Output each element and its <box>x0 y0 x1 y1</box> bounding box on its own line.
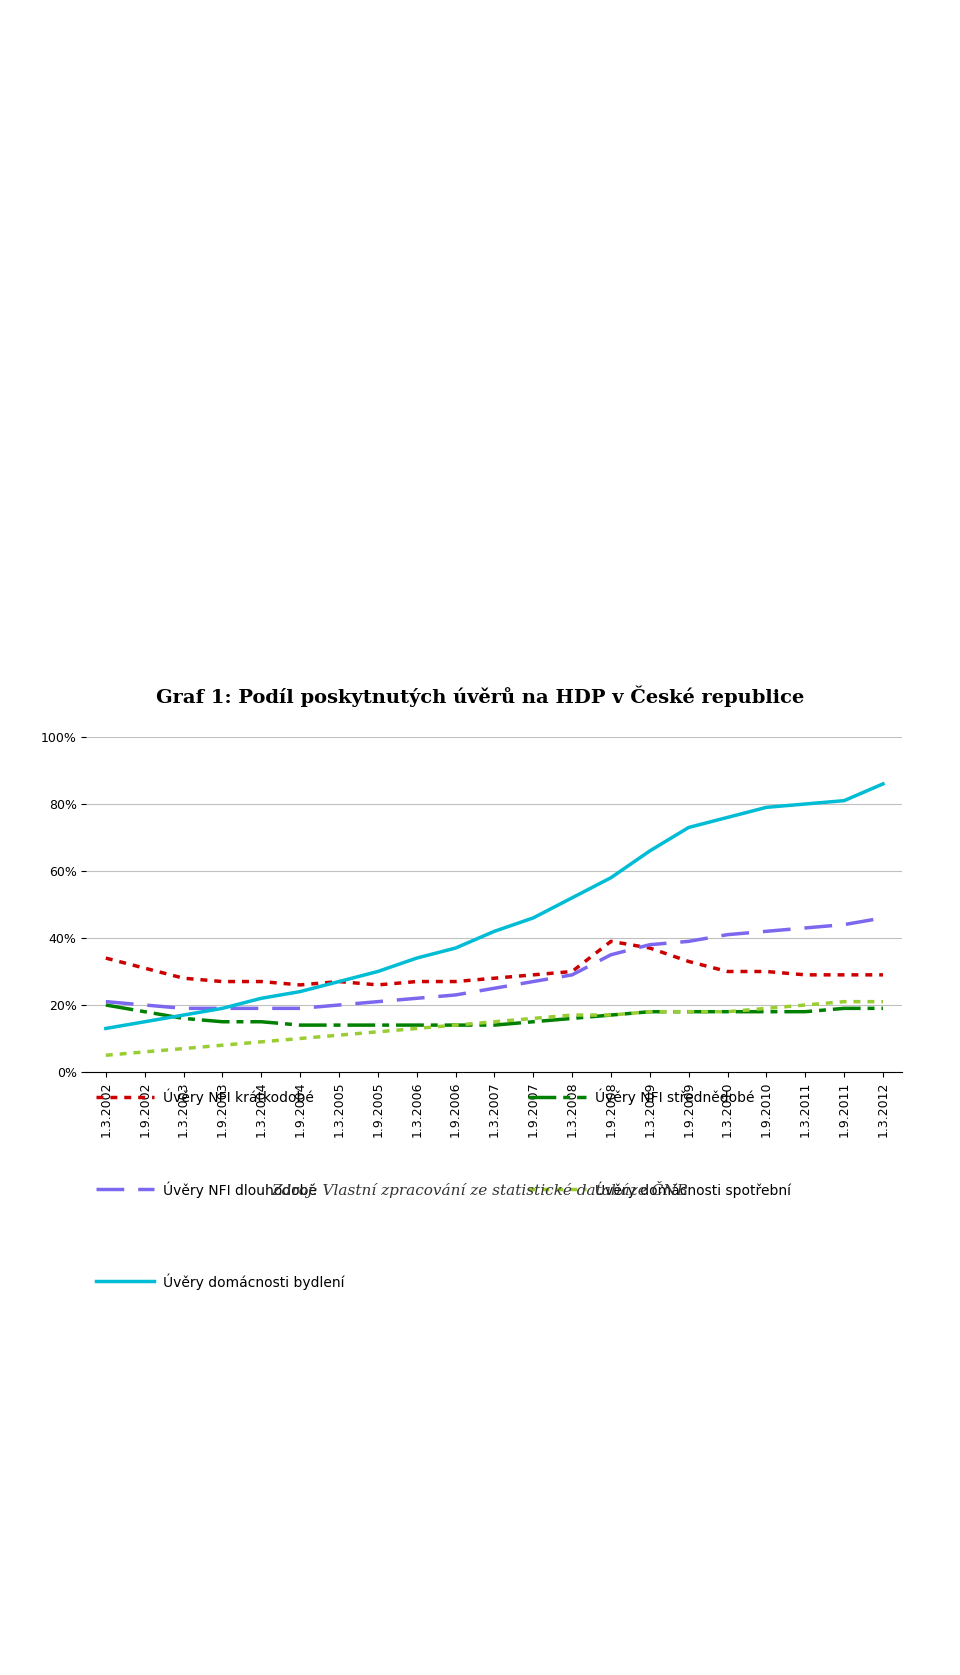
Text: Graf 1: Podíl poskytnutých úvěrů na HDP v České republice: Graf 1: Podíl poskytnutých úvěrů na HDP … <box>156 685 804 707</box>
Text: Úvěry domácnosti spotřební: Úvěry domácnosti spotřební <box>595 1181 791 1198</box>
Text: Zdroj: Vlastní zpracování ze statistické databáze ČNB: Zdroj: Vlastní zpracování ze statistické… <box>272 1181 688 1198</box>
Text: Úvěry NFI krátkodobé: Úvěry NFI krátkodobé <box>163 1089 314 1106</box>
Text: Úvěry domácnosti bydlení: Úvěry domácnosti bydlení <box>163 1273 345 1290</box>
Text: Úvěry NFI střednědobé: Úvěry NFI střednědobé <box>595 1089 755 1106</box>
Text: Úvěry NFI dlouhodobé: Úvěry NFI dlouhodobé <box>163 1181 317 1198</box>
